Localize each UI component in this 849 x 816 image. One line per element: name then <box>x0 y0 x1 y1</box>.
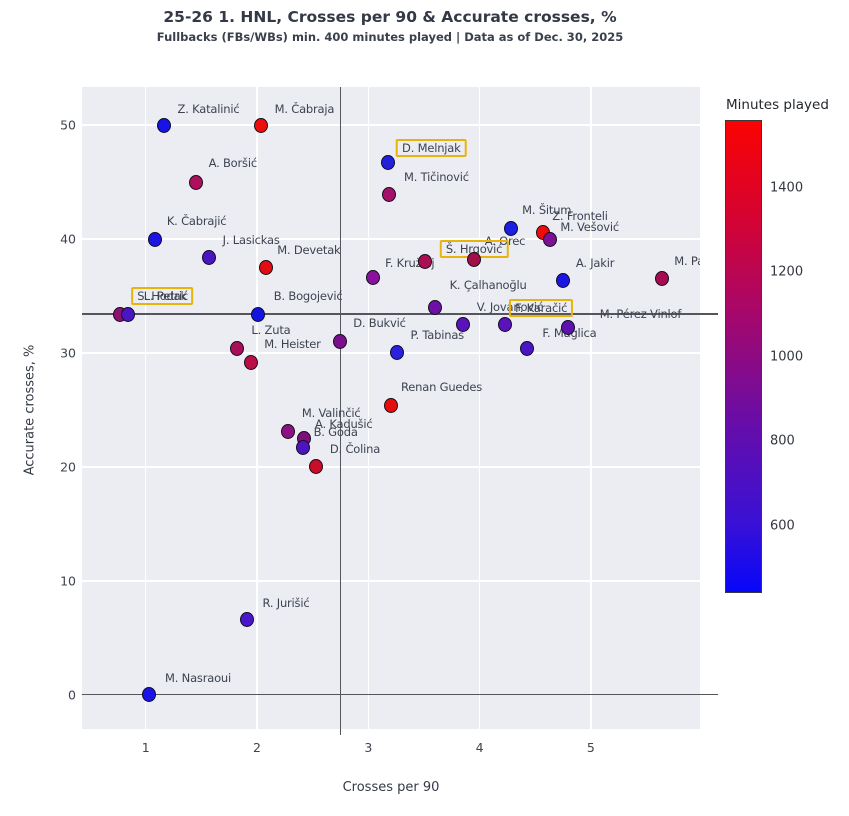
player-label: A. Boršić <box>208 156 258 171</box>
data-point[interactable] <box>244 354 259 370</box>
data-point[interactable] <box>418 254 433 270</box>
data-point[interactable] <box>455 316 470 332</box>
player-label: Z. Fronteli <box>552 209 608 224</box>
data-point[interactable] <box>156 117 171 133</box>
x-axis-title: Crosses per 90 <box>342 780 440 795</box>
player-label: M. Devetak <box>277 242 341 257</box>
data-point[interactable] <box>239 612 254 627</box>
player-label: M. Šitum <box>522 202 572 217</box>
player-label: A. Kadušić <box>315 417 373 432</box>
player-label: M. Vešović <box>560 220 620 235</box>
x-gridline <box>256 87 258 729</box>
data-point[interactable] <box>295 439 310 455</box>
data-point[interactable] <box>333 334 348 350</box>
data-point[interactable] <box>542 231 557 247</box>
y-tick-label: 40 <box>60 231 76 247</box>
x-tick-label: 2 <box>253 740 261 755</box>
colorbar-tick-label: 800 <box>770 433 795 449</box>
player-label: M. Heister <box>264 337 321 352</box>
player-label: P. Tabinas <box>410 327 465 342</box>
x-gridline <box>478 87 481 729</box>
data-point[interactable] <box>390 345 405 361</box>
data-point[interactable] <box>142 687 157 703</box>
player-label: J. Lasickas <box>222 233 280 248</box>
player-label: A. Jakir <box>575 256 615 271</box>
player-label-highlighted: S. Hodak <box>131 287 193 306</box>
x-tick-label: 1 <box>141 740 150 755</box>
player-label: Z. Katalinić <box>177 102 240 117</box>
x-gridline <box>144 87 147 729</box>
y-gridline <box>82 124 700 126</box>
data-point[interactable] <box>308 459 323 475</box>
data-point[interactable] <box>382 187 397 203</box>
colorbar-tick-label: 1200 <box>770 264 804 280</box>
player-label: K. Çalhanoğlu <box>449 278 527 293</box>
player-label: D. Bukvić <box>353 315 406 330</box>
y-tick-label: 20 <box>60 459 76 475</box>
data-point[interactable] <box>120 306 135 322</box>
x-tick-label: 5 <box>586 740 595 755</box>
y-tick-label: 10 <box>60 573 76 589</box>
chart-title: 25-26 1. HNL, Crosses per 90 & Accurate … <box>163 8 617 26</box>
player-label: M. Tičinović <box>404 169 469 184</box>
player-label: R. Jurišić <box>262 595 310 610</box>
player-label: M. Pérez Vinlof <box>599 306 682 321</box>
y-gridline <box>82 580 700 582</box>
data-point[interactable] <box>655 271 670 287</box>
data-point[interactable] <box>520 340 535 356</box>
data-point[interactable] <box>281 424 296 440</box>
player-label: L. Zuta <box>251 323 291 338</box>
player-label: L. Petrić <box>143 289 189 304</box>
y-gridline <box>82 238 700 240</box>
data-point[interactable] <box>229 340 244 356</box>
y-tick-label: 30 <box>60 345 76 361</box>
data-point[interactable] <box>428 299 443 315</box>
x-tick-label: 3 <box>364 740 373 755</box>
data-point[interactable] <box>556 272 571 288</box>
colorbar-tick-label: 1400 <box>770 180 804 196</box>
player-label-highlighted: D. Melnjak <box>396 138 467 157</box>
y-gridline <box>82 466 700 468</box>
data-point[interactable] <box>258 260 273 275</box>
data-point[interactable] <box>560 320 575 336</box>
colorbar-tick-label: 600 <box>770 518 795 534</box>
player-label: M. Valinčić <box>301 405 361 420</box>
player-label: M. Pa <box>674 253 700 268</box>
x-tick-label: 4 <box>475 740 484 755</box>
data-point[interactable] <box>251 306 266 322</box>
x-gridline <box>367 87 370 729</box>
y-tick-label: 50 <box>60 117 76 133</box>
data-point[interactable] <box>188 174 203 190</box>
colorbar-title: Minutes played <box>726 97 829 113</box>
colorbar-gradient <box>725 120 762 593</box>
player-label-highlighted: F. Karačić <box>509 299 574 318</box>
player-label: B. Goda <box>313 425 358 440</box>
plot-area: Z. Katalinić M. Čabraja A. Boršić K. Čabraj… <box>82 87 700 729</box>
player-label: K. Čabrajić <box>166 214 227 229</box>
average-crosses-line <box>339 87 342 735</box>
data-point[interactable] <box>365 270 380 286</box>
colorbar-tick-label: 1000 <box>770 349 804 365</box>
data-point[interactable] <box>383 397 398 413</box>
y-axis-title: Accurate crosses, % <box>22 344 38 476</box>
average-accuracy-line <box>82 313 718 315</box>
y-tick-label: 0 <box>68 687 76 703</box>
data-point[interactable] <box>503 221 518 237</box>
player-label: Renan Guedes <box>401 380 483 395</box>
player-label: D. Čolina <box>329 441 381 456</box>
player-label: M. Nasraoui <box>165 670 232 685</box>
data-point[interactable] <box>202 249 217 265</box>
chart-subtitle: Fullbacks (FBs/WBs) min. 400 minutes pla… <box>156 30 624 44</box>
player-label: M. Čabraja <box>274 102 335 117</box>
x-gridline <box>590 87 592 729</box>
data-point[interactable] <box>381 155 396 171</box>
data-point[interactable] <box>254 117 269 133</box>
data-point[interactable] <box>467 252 482 268</box>
data-point[interactable] <box>498 316 513 332</box>
data-point[interactable] <box>147 231 162 247</box>
player-label: B. Bogojević <box>273 289 343 304</box>
zero-line <box>82 693 718 696</box>
